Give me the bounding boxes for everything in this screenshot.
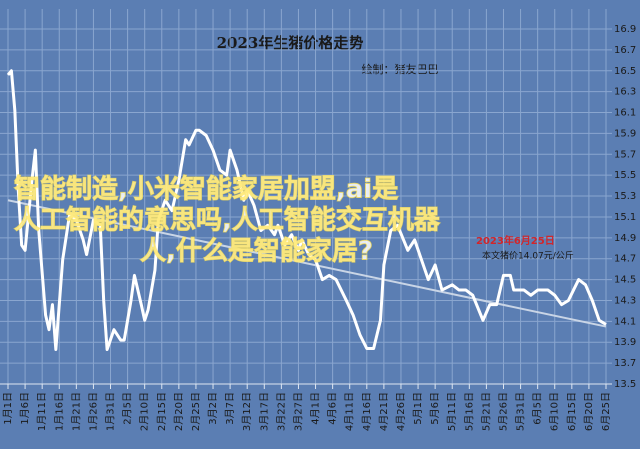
x-tick-label: 2月20日 [173, 392, 185, 431]
y-tick-label: 16.7 [614, 45, 636, 56]
x-tick-label: 1月1日 [2, 392, 14, 425]
chart-title: 2023年生猪价格走势 [217, 34, 364, 52]
x-tick-label: 3月2日 [207, 392, 219, 425]
y-tick-label: 14.7 [614, 254, 636, 265]
price-line [6, 69, 607, 352]
y-tick-label: 13.7 [614, 358, 636, 369]
x-tick-label: 3月7日 [224, 392, 236, 425]
trend-line [7, 199, 607, 328]
x-tick-label: 4月6日 [327, 392, 339, 425]
x-tick-label: 5月16日 [463, 392, 475, 431]
x-tick-label: 1月11日 [36, 392, 48, 431]
y-tick-label: 14.3 [614, 295, 636, 306]
x-tick-label: 5月6日 [429, 392, 441, 425]
x-tick-label: 2月5日 [122, 392, 134, 425]
x-tick-label: 1月31日 [105, 392, 117, 431]
x-tick-label: 4月26日 [395, 392, 407, 431]
x-tick-label: 3月12日 [241, 392, 253, 431]
x-tick-label: 2月25日 [190, 392, 202, 431]
y-tick-label: 16.3 [614, 87, 636, 98]
y-tick-label: 16.5 [614, 66, 636, 77]
y-tick-label: 15.3 [614, 191, 636, 202]
y-tick-label: 13.5 [614, 379, 636, 390]
x-tick-label: 4月11日 [344, 392, 356, 431]
x-tick-label: 3月22日 [275, 392, 287, 431]
annotation-price: 本文猪价14.07元/公斤 [482, 250, 574, 262]
y-tick-label: 13.9 [614, 337, 636, 348]
x-tick-label: 5月31日 [515, 392, 527, 431]
x-tick-label: 1月26日 [87, 392, 99, 431]
x-tick-label: 2月10日 [139, 392, 151, 431]
y-tick-label: 15.9 [614, 128, 636, 139]
x-tick-label: 3月27日 [292, 392, 304, 431]
y-tick-label: 14.5 [614, 275, 636, 286]
x-tick-label: 1月6日 [19, 392, 31, 425]
x-tick-label: 4月21日 [378, 392, 390, 431]
overlay-text: 人工智能的意思吗,人工智能交互机器 [14, 205, 441, 236]
x-tick-label: 6月5日 [532, 392, 544, 425]
y-tick-label: 16.1 [614, 108, 636, 119]
overlay-text: 人,什么是智能家居? [140, 236, 373, 267]
overlay-text: 智能制造,小米智能家居加盟,ai是 [14, 174, 398, 205]
y-tick-label: 16.9 [614, 24, 636, 35]
x-tick-label: 5月1日 [412, 392, 424, 425]
x-tick-label: 4月1日 [310, 392, 322, 425]
y-tick-label: 14.1 [614, 316, 636, 327]
x-tick-label: 1月16日 [53, 392, 65, 431]
x-tick-label: 6月15日 [566, 392, 578, 431]
x-tick-label: 5月26日 [497, 392, 509, 431]
x-tick-label: 5月11日 [446, 392, 458, 431]
x-tick-label: 3月17日 [258, 392, 270, 431]
x-tick-label: 4月16日 [361, 392, 373, 431]
y-tick-label: 14.9 [614, 233, 636, 244]
y-tick-label: 15.7 [614, 149, 636, 160]
x-tick-label: 5月21日 [480, 392, 492, 431]
annotation-date: 2023年6月25日 [476, 234, 555, 247]
x-tick-label: 6月10日 [549, 392, 561, 431]
y-tick-label: 15.5 [614, 170, 636, 181]
x-tick-label: 6月25日 [600, 392, 612, 431]
chart-subtitle: 绘制：猪友巴巴 [362, 62, 439, 76]
x-tick-label: 6月20日 [583, 392, 595, 431]
x-tick-label: 2月15日 [156, 392, 168, 431]
y-tick-label: 15.1 [614, 212, 636, 223]
x-tick-label: 1月21日 [70, 392, 82, 431]
